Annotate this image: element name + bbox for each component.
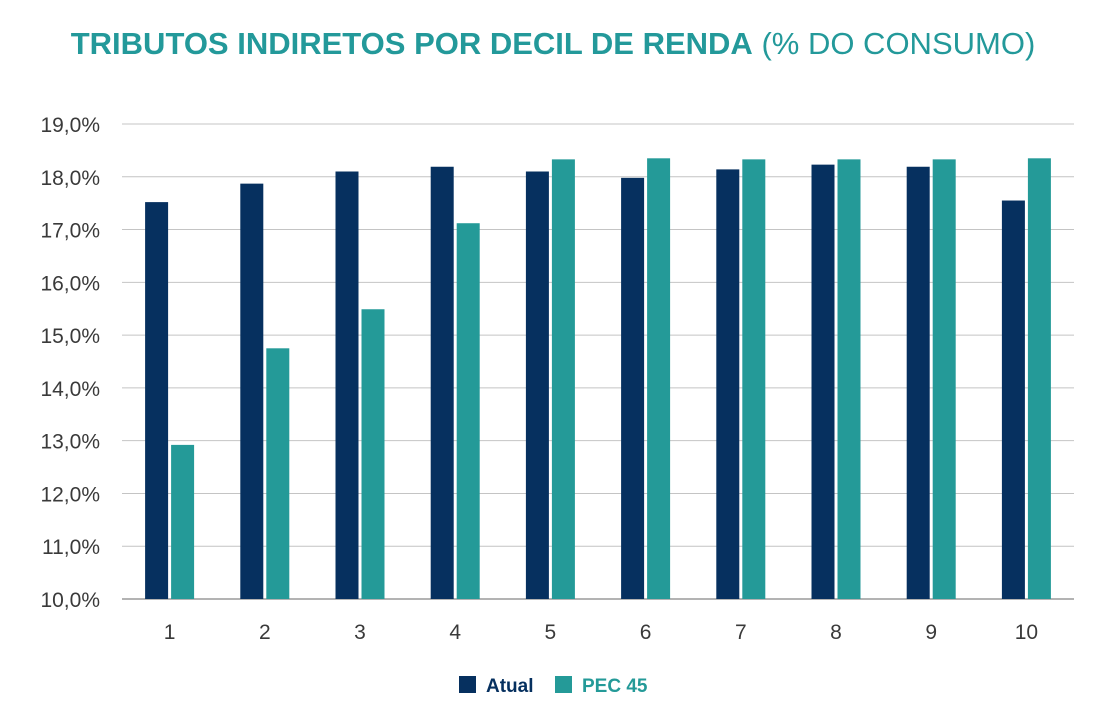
x-tick-label: 7 [735, 621, 747, 644]
y-tick-label: 12,0% [40, 483, 100, 506]
bar-pec45-2 [266, 348, 290, 599]
bar-pec45-9 [932, 159, 956, 599]
bar-pec45-10 [1027, 158, 1051, 600]
legend: Atual PEC 45 [459, 676, 648, 697]
x-axis-ticks: 1 2 3 4 5 6 7 8 9 10 [164, 621, 1038, 644]
bar-atual-8 [811, 164, 835, 599]
legend-swatch [459, 676, 476, 693]
legend-swatch [555, 676, 572, 693]
y-tick-label: 19,0% [40, 114, 100, 137]
chart-title-subtitle: (% DO CONSUMO) [761, 26, 1036, 61]
y-tick-label: 17,0% [40, 220, 100, 243]
y-tick-label: 18,0% [40, 167, 100, 190]
x-tick-label: 3 [354, 621, 366, 644]
bar-atual-1 [145, 202, 169, 599]
bar-pec45-1 [171, 444, 195, 599]
bar-atual-4 [430, 166, 454, 599]
bar-pec45-7 [742, 159, 766, 599]
legend-label: PEC 45 [582, 676, 648, 697]
bars [145, 158, 1051, 600]
chart-title: TRIBUTOS INDIRETOS POR DECIL DE RENDA (%… [0, 26, 1106, 62]
y-tick-label: 14,0% [40, 378, 100, 401]
legend-label: Atual [486, 676, 534, 697]
y-tick-label: 13,0% [40, 431, 100, 454]
bar-pec45-8 [837, 159, 861, 599]
bar-atual-6 [621, 177, 645, 600]
bar-atual-5 [525, 171, 549, 599]
x-tick-label: 6 [640, 621, 652, 644]
x-tick-label: 5 [545, 621, 557, 644]
bar-atual-9 [906, 166, 930, 599]
x-tick-label: 10 [1015, 621, 1038, 644]
chart-title-main: TRIBUTOS INDIRETOS POR DECIL DE RENDA [70, 26, 753, 61]
y-tick-label: 11,0% [42, 536, 100, 559]
gridlines [122, 123, 1074, 600]
bar-pec45-4 [456, 223, 480, 599]
x-tick-label: 1 [164, 621, 176, 644]
x-tick-label: 4 [449, 621, 461, 644]
y-axis-ticks: 10,0% 11,0% 12,0% 13,0% 14,0% 15,0% 16,0% 17,0%… [40, 114, 100, 612]
y-tick-label: 16,0% [40, 272, 100, 295]
y-tick-label: 15,0% [40, 325, 100, 348]
y-tick-label: 10,0% [40, 589, 100, 612]
bar-pec45-5 [551, 159, 575, 599]
bar-atual-2 [240, 183, 264, 599]
bar-pec45-3 [361, 309, 385, 599]
x-tick-label: 9 [925, 621, 937, 644]
x-tick-label: 8 [830, 621, 842, 644]
bar-atual-3 [335, 171, 359, 599]
x-tick-label: 2 [259, 621, 271, 644]
bar-atual-7 [716, 169, 740, 599]
bar-pec45-6 [647, 158, 671, 600]
bar-atual-10 [1001, 200, 1025, 599]
